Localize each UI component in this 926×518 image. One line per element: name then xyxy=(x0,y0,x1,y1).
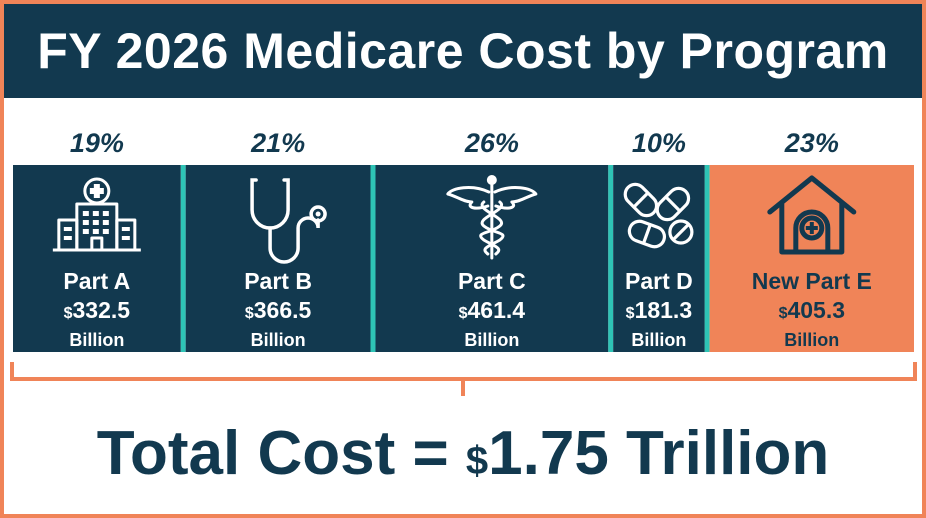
percent-label: 19% xyxy=(70,128,124,158)
category-label: New Part E xyxy=(752,268,872,294)
unit-label: Billion xyxy=(631,330,686,350)
value-label: $181.3 xyxy=(626,297,692,323)
value-label: $461.4 xyxy=(459,297,526,323)
stethoscope-icon xyxy=(250,178,327,264)
category-label: Part A xyxy=(63,268,130,294)
percent-label: 10% xyxy=(632,128,686,158)
category-label: Part B xyxy=(244,268,312,294)
segment-bar xyxy=(709,165,914,352)
segment-divider xyxy=(608,165,614,352)
page-title: FY 2026 Medicare Cost by Program xyxy=(37,23,889,79)
hospital-icon xyxy=(52,177,141,252)
unit-label: Billion xyxy=(784,330,839,350)
value-label: $366.5 xyxy=(245,297,312,323)
total-label: Total Cost = xyxy=(96,419,449,488)
value-label: $332.5 xyxy=(64,297,131,323)
total-bracket xyxy=(10,362,917,396)
unit-label: Billion xyxy=(464,330,519,350)
segment-divider xyxy=(704,165,710,352)
segment-bar xyxy=(185,165,371,352)
caduceus-icon xyxy=(446,175,538,260)
segment-divider xyxy=(370,165,376,352)
percent-label: 21% xyxy=(250,128,305,158)
segment-divider xyxy=(180,165,186,352)
total-currency: $ xyxy=(465,439,489,483)
total-cost: Total Cost = $ 1.75 Trillion xyxy=(0,418,926,488)
title-banner: FY 2026 Medicare Cost by Program xyxy=(4,4,922,98)
home-health-icon xyxy=(767,175,857,255)
unit-label: Billion xyxy=(251,330,306,350)
pills-icon xyxy=(623,182,694,249)
percent-label: 23% xyxy=(784,128,839,158)
unit-label: Billion xyxy=(69,330,124,350)
category-label: Part D xyxy=(625,268,693,294)
value-label: $405.3 xyxy=(779,297,845,323)
percent-label: 26% xyxy=(464,128,519,158)
total-value: 1.75 Trillion xyxy=(488,419,830,488)
category-label: Part C xyxy=(458,268,526,294)
